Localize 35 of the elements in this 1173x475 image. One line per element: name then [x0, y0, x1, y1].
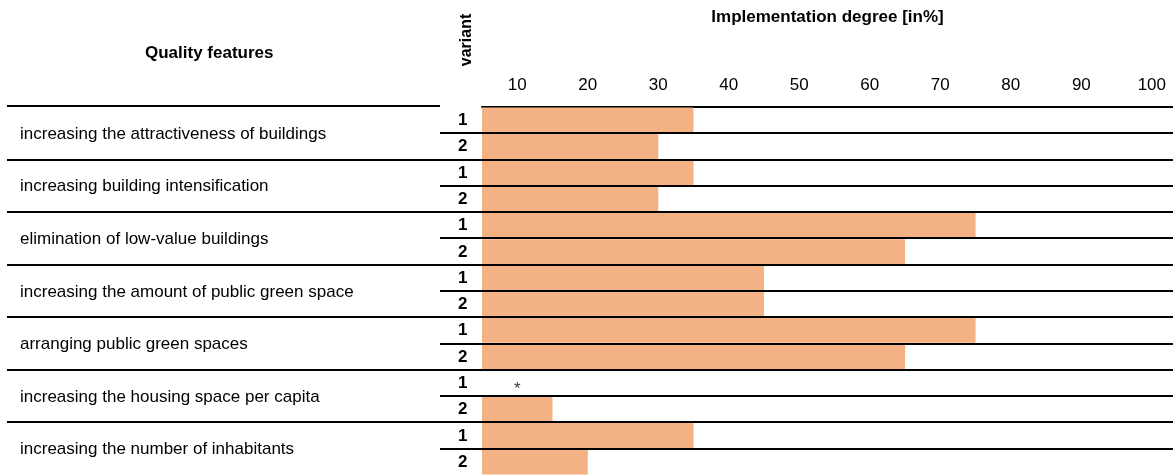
y-tick-label: increasing the housing space per capita: [20, 386, 321, 406]
text: 2: [458, 399, 468, 419]
y-axis-title: Quality features: [145, 43, 274, 63]
text: 2: [458, 241, 468, 261]
series-label: 1: [458, 110, 468, 131]
text: 2: [458, 346, 468, 366]
x-tick-label: 60: [860, 75, 880, 94]
text: 2: [458, 294, 468, 314]
x-tick-label: 30: [648, 75, 668, 94]
text: 1: [458, 215, 468, 235]
y-tick-label: elimination of low-value buildings: [20, 228, 269, 248]
x-tick-label: 40: [719, 75, 739, 94]
annotation: *: [513, 378, 521, 398]
x-tick-label: 50: [789, 75, 809, 94]
text: 1: [458, 373, 468, 392]
y-tick-label: increasing the number of inhabitants: [20, 439, 295, 459]
y-tick-label: increasing building intensification: [20, 176, 269, 196]
series-label: 2: [458, 136, 468, 157]
x-tick-label: 80: [1001, 75, 1021, 94]
y-tick-label: increasing the attractiveness of buildings: [20, 123, 327, 143]
text: 1: [458, 267, 468, 287]
y-tick-label: increasing the amount of public green space: [20, 281, 354, 301]
text: 1: [458, 320, 468, 340]
x-tick-label: 20: [578, 75, 598, 94]
y-tick-label: arranging public green spaces: [20, 334, 248, 354]
x-tick-label: 100: [1137, 75, 1167, 94]
x-axis-title: Implementation degree [in%]: [711, 7, 944, 26]
text: 1: [458, 425, 468, 445]
text: 1: [458, 162, 468, 182]
legend-title: variant: [457, 13, 475, 67]
x-tick-label: 70: [930, 75, 950, 94]
text: 2: [458, 189, 468, 208]
x-tick-label: 90: [1071, 75, 1091, 94]
x-tick-label: 10: [507, 75, 527, 94]
text: 2: [458, 451, 468, 471]
